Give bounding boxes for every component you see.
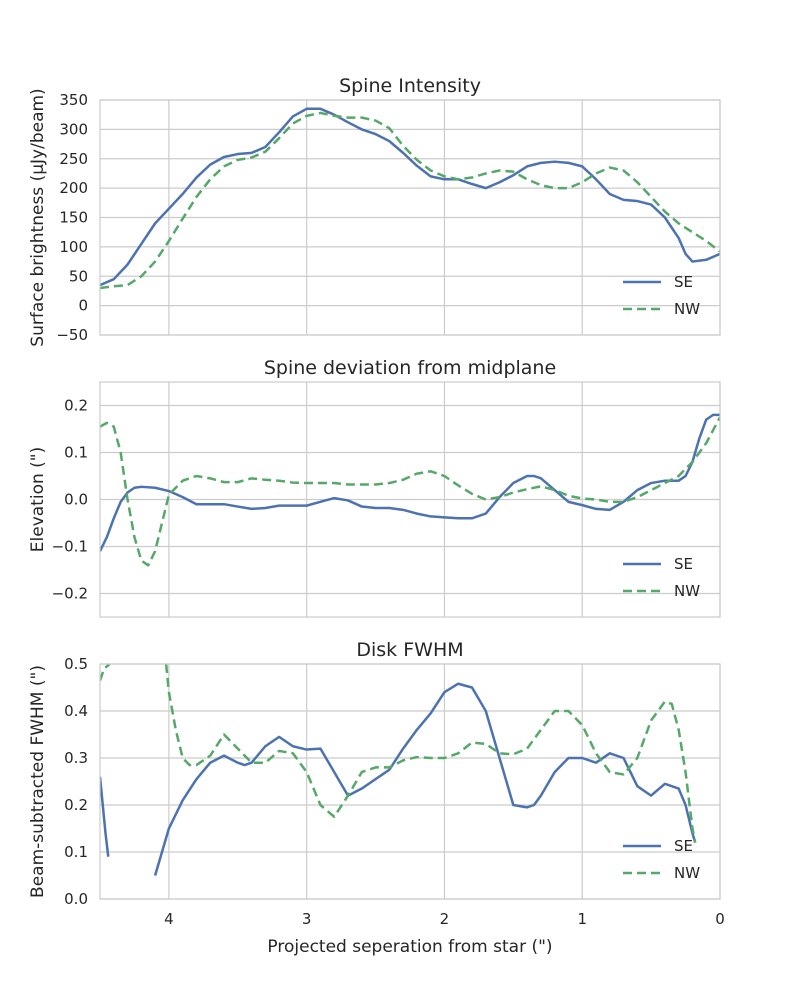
y-tick-label: 350 [59,91,88,109]
y-tick-label: 0.2 [64,397,88,415]
series-line-nw [100,416,720,567]
series-line-se [153,682,697,876]
x-tick-label: 3 [302,910,312,928]
y-axis-label: Surface brightness (μJy/beam) [28,88,48,346]
y-tick-label: −0.1 [52,538,88,556]
x-tick-label: 4 [164,910,174,928]
panel-2: −0.2 −0.1 0.0 0.1 0.2 Spine deviation from mi… [28,357,721,618]
y-tick-label: −0.2 [52,585,88,603]
series-line-nw [100,664,111,681]
y-tick-label: 0.1 [64,843,88,861]
panel-1: −50 0 50 100 150 200 250 300 350 Spine Intensity S… [28,75,721,347]
y-tick-label: 0.4 [64,702,88,720]
panel-3: 0.0 0.1 0.2 0.3 0.4 0.5 4 3 2 1 0 Disk FWHM Beam-sub… [28,639,725,928]
legend-label: SE [674,555,693,573]
legend: SE NW [623,273,700,318]
legend-label: SE [674,837,693,855]
y-tick-label: 150 [59,209,88,227]
y-tick-label: 0.3 [64,749,88,767]
legend: SE NW [623,555,700,600]
legend-label: NW [674,300,700,318]
legend-label: SE [674,273,693,291]
x-tick-label: 2 [440,910,450,928]
series-line-se [100,107,720,287]
x-tick-label: 0 [715,910,725,928]
y-tick-label: 0.0 [64,491,88,509]
y-tick-label: 100 [59,238,88,256]
plot-frame [99,663,721,900]
panel-title: Spine Intensity [339,75,481,97]
y-tick-label: 0 [78,297,88,315]
series-line-nw [100,111,720,290]
y-tick-label: 0.0 [64,890,88,908]
x-tick-label: 1 [577,910,587,928]
y-tick-label: 300 [59,120,88,138]
panel-title: Disk FWHM [356,639,463,661]
y-tick-label: 0.5 [64,655,88,673]
y-tick-label: 250 [59,150,88,168]
series-line-nw [164,664,697,843]
y-tick-label: 0.2 [64,796,88,814]
legend-label: NW [674,864,700,882]
panel-title: Spine deviation from midplane [264,357,556,379]
legend-label: NW [674,582,700,600]
legend: SE NW [623,837,700,882]
series-line-se [100,413,720,552]
y-tick-label: 0.1 [64,444,88,462]
plot-frame [99,381,721,618]
x-axis-label: Projected seperation from star (") [267,937,552,957]
y-tick-label: 200 [59,179,88,197]
y-tick-label: 50 [69,267,88,285]
y-tick-label: −50 [56,326,88,344]
series-line-se [100,776,110,857]
y-axis-label: Beam-subtracted FWHM (") [28,665,48,898]
plot-area [100,664,720,899]
y-axis-label: Elevation (") [28,447,48,552]
plot-frame [99,99,721,336]
